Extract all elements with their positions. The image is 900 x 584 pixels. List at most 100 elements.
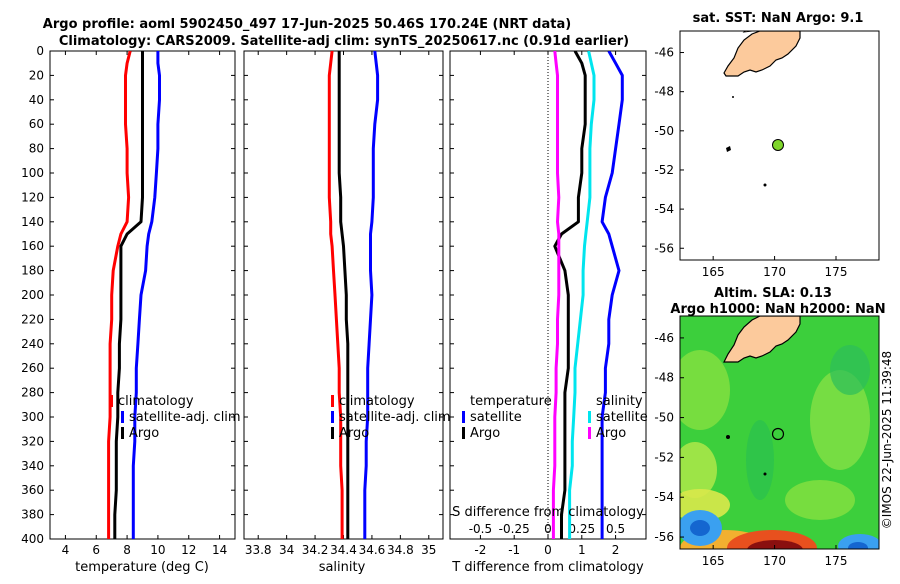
map-x-tick-label: 165 [702,265,725,279]
salinity-panel-frame [243,50,444,540]
figure-title-line2: Climatology: CARS2009. Satellite-adj cli… [59,34,629,49]
legend-title-temperature: temperature [470,394,552,409]
x-tick-label: -2 [474,543,486,557]
legend-swatch-climatology [331,395,334,407]
legend-title-salinity: salinity [596,394,643,409]
salinity-series [327,51,380,539]
map-y-tick-label: -48 [654,371,674,385]
sst-map-content [723,31,801,187]
map-y-tick-label: -46 [654,46,674,60]
island [763,472,767,476]
x-tick-label: 0 [544,543,552,557]
series-line-t-satellite [600,51,624,539]
depth-tick-label: 0 [36,44,44,58]
sla-anomaly [680,442,717,498]
series-line-climatology [327,51,344,539]
sst-map-title: sat. SST: NaN Argo: 9.1 [693,11,864,26]
depth-tick-label: 360 [21,483,44,497]
x-tick-label: 1 [578,543,586,557]
legend-label-s-argo: Argo [596,426,626,441]
depth-tick-label: 280 [21,386,44,400]
sla-anomaly [810,370,870,470]
legend-label-argo: Argo [129,426,159,441]
x-tick-label: 8 [123,543,131,557]
legend-swatch-t-satellite [462,411,465,423]
sla-anomaly [747,540,803,549]
difference-series [551,51,624,539]
salinity-legend: climatology satellite-adj. clim Argo [331,394,451,441]
island [732,96,734,98]
temperature-series [107,51,161,539]
x-tick-label: 12 [181,543,196,557]
island [726,146,731,152]
figure-title-line1: Argo profile: aoml 5902450_497 17-Jun-20… [43,17,571,32]
sla-anomaly [746,420,774,500]
map-y-tick-label: -52 [654,450,674,464]
s-tick-label: -0.25 [499,522,530,536]
depth-tick-label: 220 [21,312,44,326]
depth-axis-ticks: 0 20 40 60 80 100 120 140 160 180 200 220 240 260 280 3… [21,44,44,546]
x-tick-label: 4 [62,543,70,557]
series-line-argo [337,51,350,539]
sla-map-title-line2: Argo h1000: NaN h2000: NaN [670,302,885,317]
depth-tick-label: 400 [21,532,44,546]
depth-tick-label: 60 [29,117,44,131]
map-y-tick-label: -46 [654,331,674,345]
depth-tick-label: 160 [21,239,44,253]
land-mass [723,31,801,77]
x-tick-label: 34.4 [330,543,357,557]
series-line-satellite-adj-clim [363,51,380,539]
map-y-tick-label: -52 [654,163,674,177]
difference-top-axis-label: S difference from climatology [452,505,644,520]
depth-tick-label: 40 [29,93,44,107]
watermark: ©IMOS 22-Jun-2025 11:39:48 [880,351,894,529]
legend-label-t-satellite: satellite [470,410,522,425]
s-tick-label: -0.5 [469,522,492,536]
depth-tick-label: 260 [21,361,44,375]
x-tick-label: 10 [150,543,165,557]
legend-swatch-satellite-adj [331,411,334,423]
map-y-tick-label: -50 [654,411,674,425]
sla-map-axis-ticks: 165 170 175 -46 -48 -50 -52 -54 -56 [654,331,847,568]
depth-tick-label: 380 [21,508,44,522]
sla-anomaly [838,534,879,549]
legend-swatch-argo [121,427,124,439]
sla-anomaly [690,520,710,536]
sst-map-axis-ticks: 165 170 175 -46 -48 -50 -52 -54 -56 [654,46,847,279]
depth-tick-label: 300 [21,410,44,424]
legend-label-t-argo: Argo [470,426,500,441]
legend-label-climatology: climatology [339,394,415,409]
sla-anomaly [680,350,730,430]
land-mass [723,316,801,363]
depth-tick-label: 20 [29,68,44,82]
island [726,435,730,439]
series-line-s-argo [551,51,561,539]
x-tick-label: -1 [508,543,520,557]
map-y-tick-label: -54 [654,202,674,216]
map-x-tick-label: 175 [825,265,848,279]
map-y-tick-label: -54 [654,490,674,504]
sla-map-title-line1: Altim. SLA: 0.13 [714,286,832,301]
map-x-tick-label: 175 [825,554,848,568]
legend-swatch-satellite-adj [121,411,124,423]
legend-label-satellite-adj: satellite-adj. clim [339,410,451,425]
legend-label-satellite-adj: satellite-adj. clim [129,410,241,425]
depth-tick-label: 200 [21,288,44,302]
map-y-tick-label: -48 [654,85,674,99]
s-tick-label: 0.5 [606,522,625,536]
temperature-xlabel: temperature (deg C) [75,560,209,575]
depth-tick-label: 140 [21,215,44,229]
island [763,183,767,187]
legend-swatch-s-satellite [588,411,591,423]
sla-map-content [680,316,879,549]
difference-legend: temperature satellite Argo salinity sate… [462,394,648,441]
series-line-t-argo [553,51,587,539]
series-line-climatology [107,51,132,539]
argo-marker [771,427,785,441]
x-tick-label: 34 [279,543,294,557]
legend-swatch-t-argo [462,427,465,439]
depth-tick-label: 240 [21,337,44,351]
